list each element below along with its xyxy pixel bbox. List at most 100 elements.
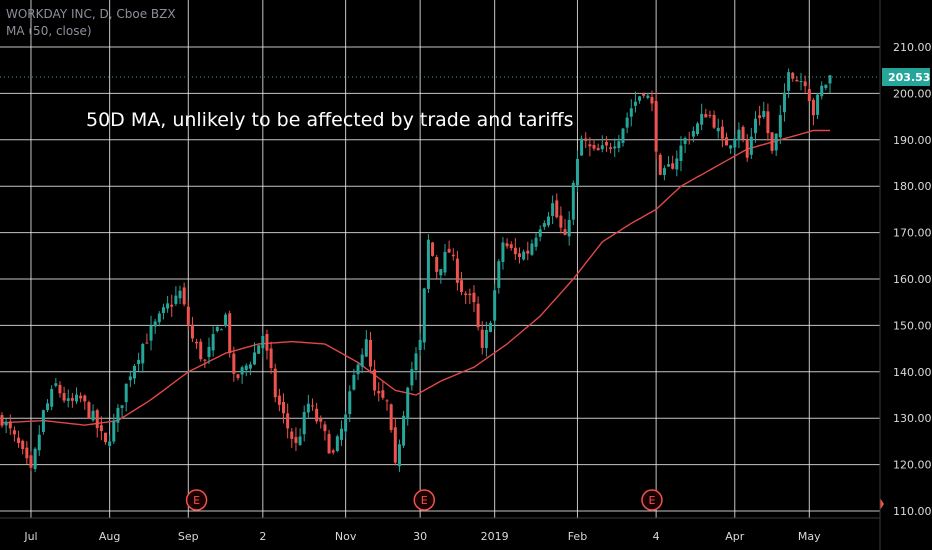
candle-body [294, 437, 298, 443]
candle-body [339, 428, 343, 440]
candle-body [464, 293, 468, 296]
candle-body [311, 405, 314, 407]
candle-body [472, 292, 476, 303]
candle-body [120, 405, 124, 408]
candle-body [75, 394, 79, 402]
x-tick-label: 2019 [481, 530, 509, 543]
candle-body [327, 433, 331, 454]
candle-body [269, 348, 273, 369]
earnings-marker[interactable]: E [413, 489, 436, 511]
candle-body [244, 365, 248, 371]
price-axis[interactable]: 110.00 120.00 130.00 140.00 150.00 160.00 170.… [879, 0, 932, 550]
candle-body [232, 353, 236, 374]
y-tick-label: 190.00 [893, 134, 932, 147]
candle-body [344, 414, 348, 432]
candle-body [455, 258, 459, 283]
ma-50-line [1, 129, 830, 426]
candle-body [691, 131, 695, 137]
candle-body [774, 133, 778, 151]
candle-body [538, 229, 542, 237]
candle-body [654, 101, 658, 152]
candle-body [25, 447, 29, 459]
candle-body [633, 101, 637, 106]
candle-body [393, 427, 397, 463]
candle-body [687, 139, 691, 141]
candle-body [385, 400, 389, 402]
candle-body [679, 145, 683, 161]
candle-body [526, 250, 530, 254]
candle-body [604, 141, 608, 146]
candle-body [662, 168, 666, 175]
candle-body [807, 88, 811, 102]
candle-body [373, 369, 377, 391]
candle-body [261, 335, 265, 349]
candle-body [257, 345, 261, 354]
earnings-marker[interactable]: E [641, 489, 663, 511]
grid [0, 0, 880, 518]
time-axis[interactable]: Jul Aug Sep 2 Nov 30 2019 Feb 4 Apr May [0, 517, 880, 543]
candle-body [646, 95, 650, 98]
candle-body [315, 408, 319, 422]
candle-body [799, 81, 803, 83]
candle-body [658, 154, 662, 175]
x-tick-label: 4 [653, 530, 660, 543]
candle-body [273, 368, 277, 398]
candle-body [153, 321, 157, 327]
candle-body [729, 145, 733, 149]
candle-body [828, 75, 832, 84]
candle-body [104, 432, 107, 443]
candle-body [331, 450, 335, 453]
candle-body [489, 322, 493, 332]
candle-body [600, 145, 604, 150]
candle-body [625, 117, 629, 128]
y-tick-label: 160.00 [893, 273, 932, 286]
candle-body [716, 127, 720, 132]
candle-body [190, 324, 194, 339]
candle-body [174, 295, 178, 304]
last-price-label: 203.53 [888, 71, 930, 84]
candle-body [108, 441, 112, 446]
candle-body [302, 412, 306, 435]
indicator-label: MA (50, close) [6, 24, 92, 38]
candle-body [447, 248, 451, 253]
candlestick-series [0, 68, 832, 473]
candle-body [708, 115, 712, 117]
candle-body [397, 444, 401, 467]
candle-body [248, 364, 252, 369]
candle-body [195, 341, 199, 344]
candle-body [791, 72, 795, 79]
candle-body [112, 420, 116, 442]
candle-body [265, 334, 269, 351]
candle-body [41, 410, 45, 432]
candle-body [518, 253, 521, 257]
candle-body [617, 141, 621, 148]
candle-body [282, 401, 286, 414]
y-tick-label: 120.00 [893, 459, 932, 472]
last-price-badge [882, 68, 930, 87]
candle-body [580, 138, 584, 156]
x-tick-label: Feb [568, 530, 587, 543]
candle-body [99, 425, 103, 432]
candle-body [596, 148, 600, 151]
y-tick-label: 140.00 [893, 366, 932, 379]
candle-body [298, 436, 302, 445]
candle-body [182, 287, 186, 305]
candle-body [62, 393, 66, 401]
candle-body [410, 369, 414, 386]
earnings-marker[interactable]: E [185, 489, 208, 511]
candle-body [91, 410, 95, 421]
candle-body [240, 367, 244, 375]
candle-body [4, 421, 8, 426]
candle-body [551, 203, 555, 216]
candle-body [33, 448, 37, 470]
candle-body [145, 342, 149, 344]
candle-body [149, 325, 153, 341]
candle-body [712, 114, 716, 128]
candle-body [215, 326, 219, 332]
candle-body [497, 261, 501, 288]
earnings-label: E [649, 494, 656, 507]
candle-body [592, 145, 596, 149]
x-tick-label: Nov [335, 530, 357, 543]
